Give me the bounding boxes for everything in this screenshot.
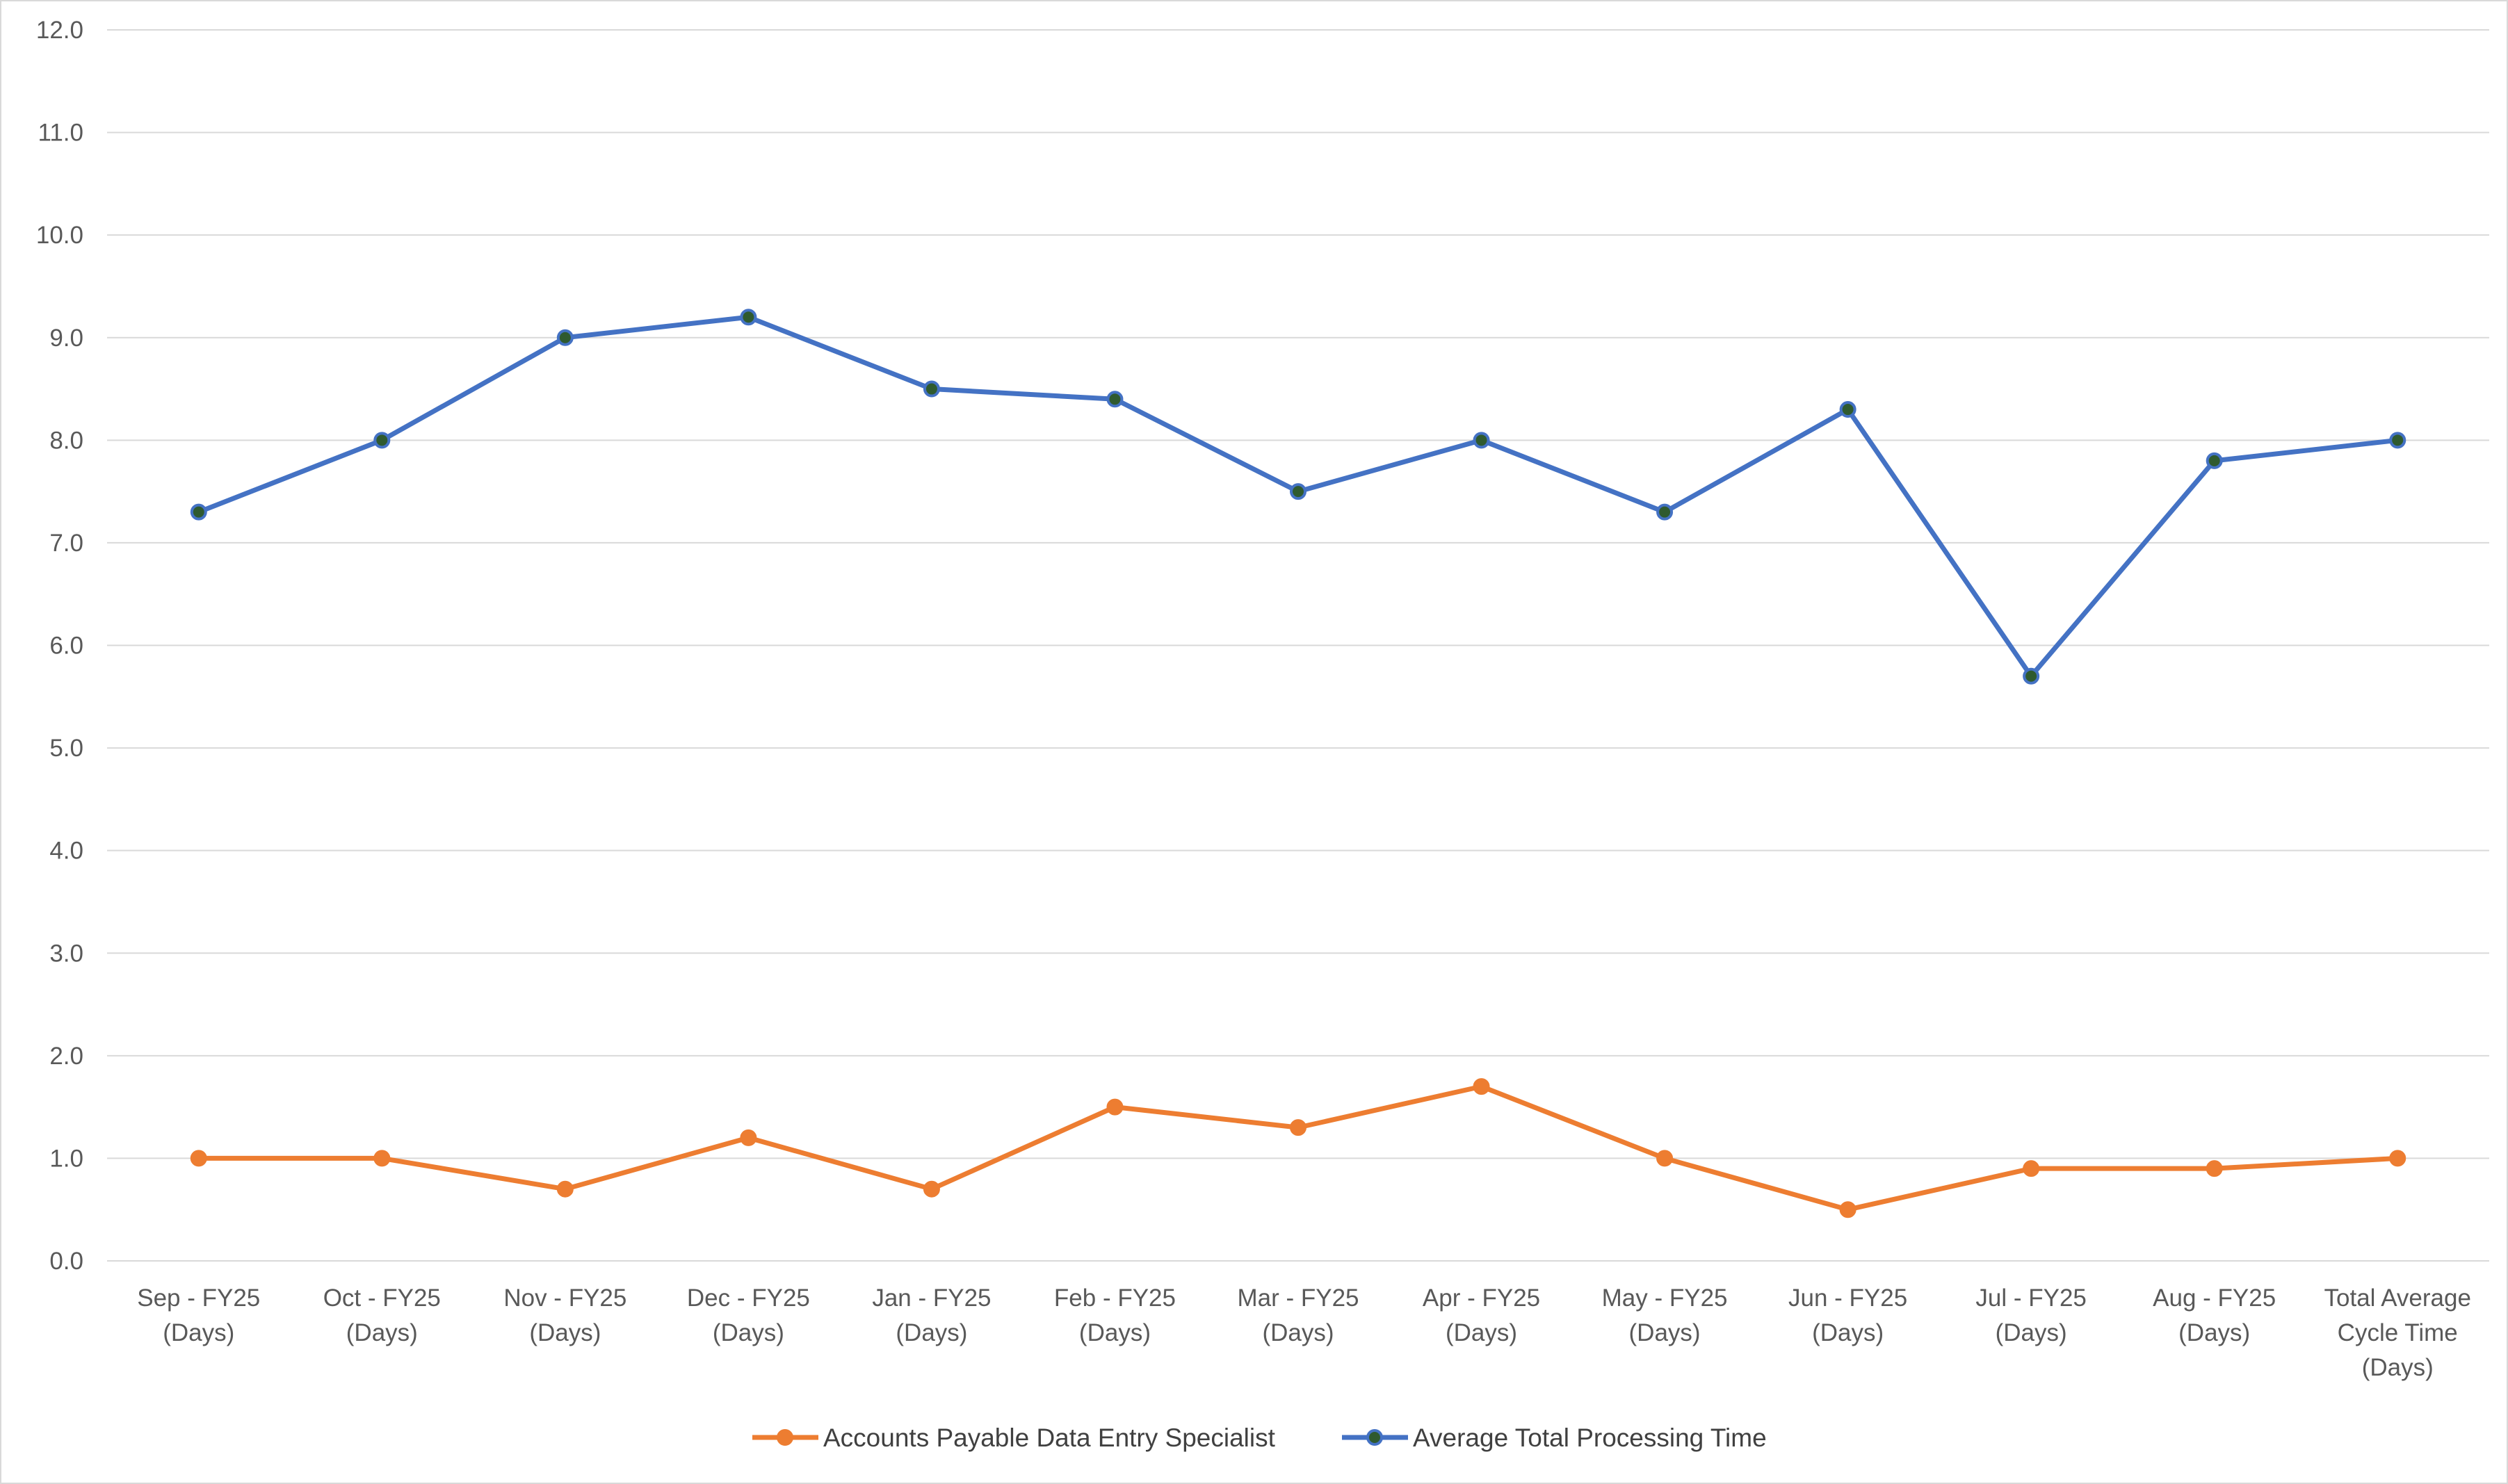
x-tick-label: May - FY25 (Days) xyxy=(1602,1285,1728,1346)
y-tick-label: 6.0 xyxy=(49,633,83,660)
y-tick-label: 2.0 xyxy=(49,1043,83,1070)
x-tick-label: Aug - FY25 (Days) xyxy=(2153,1285,2276,1346)
data-point xyxy=(2389,432,2406,449)
data-point xyxy=(1839,401,1856,418)
data-point xyxy=(1656,1150,1674,1167)
data-point xyxy=(2206,452,2223,469)
legend-marker xyxy=(777,1429,793,1446)
x-tick-label: Oct - FY25 (Days) xyxy=(323,1285,441,1346)
data-point xyxy=(556,1180,574,1198)
data-point xyxy=(1473,432,1490,449)
data-point xyxy=(373,1150,391,1167)
series-line-0 xyxy=(196,1084,2400,1212)
y-tick-label: 9.0 xyxy=(49,325,83,352)
data-point xyxy=(923,380,940,398)
legend-item-0: Accounts Payable Data Entry Specialist xyxy=(752,1424,1276,1452)
legend: Accounts Payable Data Entry Specialist Av… xyxy=(752,1424,1767,1452)
x-tick-label: Total Average Cycle Time (Days) xyxy=(2324,1285,2471,1381)
legend-marker xyxy=(1366,1429,1383,1446)
data-point xyxy=(740,309,757,326)
x-tick-label: Sep - FY25 (Days) xyxy=(137,1285,260,1346)
x-tick-label: Mar - FY25 (Days) xyxy=(1237,1285,1359,1346)
x-tick-label: Jun - FY25 (Days) xyxy=(1788,1285,1907,1346)
y-tick-label: 11.0 xyxy=(38,120,83,147)
data-point xyxy=(373,432,391,449)
data-point xyxy=(1839,1201,1856,1218)
x-tick-label: Dec - FY25 (Days) xyxy=(687,1285,810,1346)
legend-label: Accounts Payable Data Entry Specialist xyxy=(823,1424,1276,1452)
legend-item-1: Average Total Processing Time xyxy=(1342,1424,1767,1452)
x-axis-ticks: Sep - FY25 (Days) Oct - FY25 (Days) Nov - FY… xyxy=(137,1285,2471,1381)
data-point xyxy=(1106,391,1124,408)
data-point xyxy=(923,1180,940,1198)
x-tick-label: Nov - FY25 (Days) xyxy=(503,1285,626,1346)
x-tick-label: Feb - FY25 (Days) xyxy=(1054,1285,1176,1346)
data-point xyxy=(1290,1119,1306,1136)
data-point xyxy=(740,1129,757,1146)
series-lines xyxy=(190,309,2406,1218)
data-point xyxy=(2023,1160,2040,1177)
x-tick-label: Jul - FY25 (Days) xyxy=(1975,1285,2087,1346)
y-tick-label: 1.0 xyxy=(49,1145,83,1172)
data-point xyxy=(1656,503,1674,521)
y-tick-label: 12.0 xyxy=(36,17,83,44)
y-tick-label: 10.0 xyxy=(36,222,83,249)
data-point xyxy=(1106,1098,1124,1116)
y-tick-label: 8.0 xyxy=(49,427,83,454)
y-tick-label: 5.0 xyxy=(49,735,83,762)
data-point xyxy=(2389,1150,2406,1167)
data-point xyxy=(2023,667,2040,685)
y-tick-label: 0.0 xyxy=(49,1248,83,1275)
data-point xyxy=(2206,1160,2223,1177)
data-point xyxy=(190,1150,207,1167)
x-tick-label: Jan - FY25 (Days) xyxy=(872,1285,991,1346)
y-axis-ticks: 0.0 1.0 2.0 3.0 4.0 5.0 6.0 7.0 8.0 9.0 10.0 11.0 12… xyxy=(36,17,83,1275)
data-point xyxy=(1473,1078,1490,1095)
x-tick-label: Apr - FY25 (Days) xyxy=(1423,1285,1540,1346)
legend-label: Average Total Processing Time xyxy=(1413,1424,1767,1452)
y-tick-label: 4.0 xyxy=(49,838,83,865)
gridlines xyxy=(107,29,2489,1262)
y-tick-label: 7.0 xyxy=(49,530,83,557)
y-tick-label: 3.0 xyxy=(49,940,83,967)
data-point xyxy=(556,329,574,346)
data-point xyxy=(1290,483,1306,500)
data-point xyxy=(190,503,207,521)
